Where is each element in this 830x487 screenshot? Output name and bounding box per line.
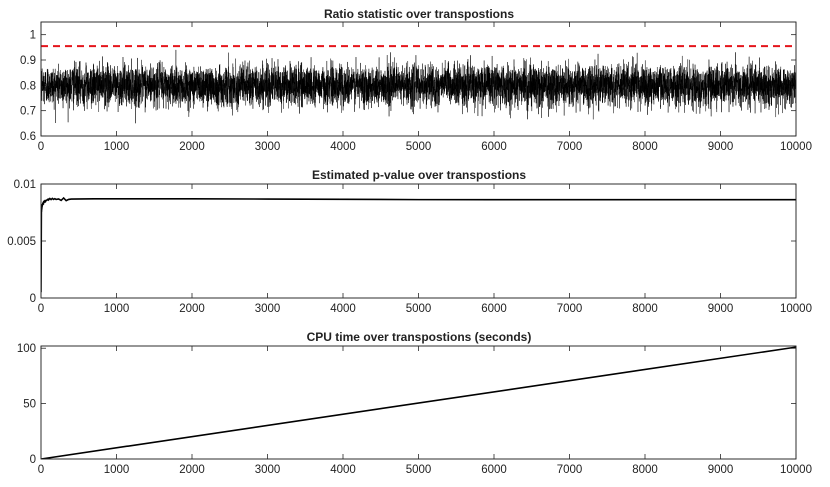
x-tick-label: 2000 xyxy=(179,464,205,476)
x-tick-label: 0 xyxy=(38,303,44,315)
y-tick-label: 100 xyxy=(17,343,36,355)
plot-area xyxy=(41,196,796,293)
x-tick-label: 4000 xyxy=(330,303,356,315)
x-tick-label: 6000 xyxy=(481,464,507,476)
x-tick-label: 5000 xyxy=(406,464,432,476)
x-tick-label: 6000 xyxy=(481,303,507,315)
x-tick-label: 3000 xyxy=(255,141,281,153)
y-tick-label: 1 xyxy=(30,30,36,42)
x-tick-label: 5000 xyxy=(406,303,432,315)
y-tick-label: 0 xyxy=(30,293,36,305)
y-tick-label: 50 xyxy=(23,399,36,411)
x-tick-label: 8000 xyxy=(632,303,658,315)
y-tick-label: 0.6 xyxy=(20,131,36,143)
x-tick-label: 3000 xyxy=(255,303,281,315)
y-tick-label: 0 xyxy=(30,454,36,466)
axes-border xyxy=(40,345,797,460)
x-tick-label: 10000 xyxy=(780,303,812,315)
y-tick-label: 0.8 xyxy=(20,80,36,92)
chart-title: Ratio statistic over transpostions xyxy=(324,7,514,21)
series-line xyxy=(41,196,796,293)
plot-area xyxy=(41,346,796,459)
x-tick-label: 7000 xyxy=(557,303,583,315)
chart-title: CPU time over transpostions (seconds) xyxy=(307,330,532,344)
x-tick-label: 0 xyxy=(38,464,44,476)
x-tick-label: 5000 xyxy=(406,141,432,153)
x-tick-label: 2000 xyxy=(179,303,205,315)
y-tick-label: 0.005 xyxy=(7,236,36,248)
x-tick-label: 4000 xyxy=(330,141,356,153)
x-tick-label: 1000 xyxy=(104,141,130,153)
x-tick-label: 7000 xyxy=(557,464,583,476)
series-line xyxy=(41,49,796,124)
x-tick-label: 8000 xyxy=(632,141,658,153)
x-tick-label: 10000 xyxy=(780,141,812,153)
x-tick-label: 9000 xyxy=(708,464,734,476)
x-tick-label: 10000 xyxy=(780,464,812,476)
panel-ratio-statistic: Ratio statistic over transpostions 0 1000… xyxy=(20,7,812,153)
chart-title: Estimated p-value over transpostions xyxy=(312,168,526,182)
series-line xyxy=(41,346,796,459)
x-tick-label: 7000 xyxy=(557,141,583,153)
axes-border xyxy=(40,183,797,299)
x-tick-label: 9000 xyxy=(708,141,734,153)
panel-p-value: Estimated p-value over transpostions 0 10… xyxy=(7,168,812,315)
panel-cpu-time: CPU time over transpostions (seconds) 0 1… xyxy=(17,330,812,476)
x-tick-label: 6000 xyxy=(481,141,507,153)
x-tick-label: 2000 xyxy=(179,141,205,153)
plot-area xyxy=(41,45,796,124)
x-tick-label: 4000 xyxy=(330,464,356,476)
x-tick-label: 3000 xyxy=(255,464,281,476)
axes-border xyxy=(40,21,797,137)
x-tick-label: 0 xyxy=(38,141,44,153)
y-tick-label: 0.01 xyxy=(14,179,36,191)
y-tick-label: 0.9 xyxy=(20,55,36,67)
x-tick-label: 1000 xyxy=(104,464,130,476)
y-tick-label: 0.7 xyxy=(20,106,36,118)
axes-box xyxy=(40,183,797,299)
x-tick-label: 1000 xyxy=(104,303,130,315)
x-tick-label: 8000 xyxy=(632,464,658,476)
x-tick-label: 9000 xyxy=(708,303,734,315)
